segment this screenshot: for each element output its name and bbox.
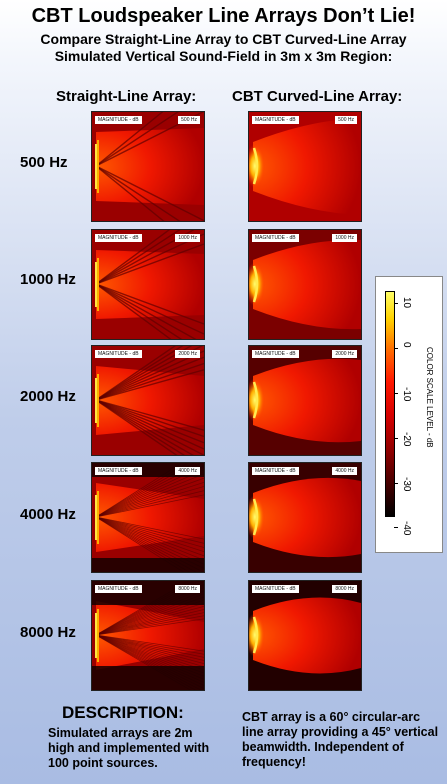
row-label-0: 500 Hz (20, 154, 68, 171)
row-label-4: 8000 Hz (20, 624, 76, 641)
cbt-field-plot-4: MAGNITUDE - dB 8000 Hz (248, 580, 362, 691)
color-scale-title: COLOR SCALE LEVEL - dB (425, 347, 434, 448)
straight-field-plot-3: MAGNITUDE - dB 4000 Hz (91, 462, 205, 573)
plot-magnitude-tag: MAGNITUDE - dB (95, 350, 142, 358)
color-scale-panel: 10 0 -10 -20 -30 -40 COLOR SCALE LEVEL - dB (375, 276, 443, 553)
plot-magnitude-tag: MAGNITUDE - dB (95, 467, 142, 475)
plot-magnitude-tag: MAGNITUDE - dB (252, 234, 299, 242)
row-label-3: 4000 Hz (20, 506, 76, 523)
plot-frequency-tag: 500 Hz (335, 116, 357, 124)
plot-magnitude-tag: MAGNITUDE - dB (252, 467, 299, 475)
page-title: CBT Loudspeaker Line Arrays Don’t Lie! (31, 5, 416, 27)
plot-frequency-tag: 2000 Hz (332, 350, 357, 358)
color-scale-tick-label: 0 (401, 342, 412, 348)
color-scale-tick-label: -40 (401, 521, 412, 536)
plot-magnitude-tag: MAGNITUDE - dB (95, 234, 142, 242)
row-label-1: 1000 Hz (20, 271, 76, 288)
color-scale-tick-label: -10 (401, 387, 412, 402)
description-right-text: CBT array is a 60° circular-arc line arr… (242, 710, 439, 769)
straight-field-plot-1: MAGNITUDE - dB 1000 Hz (91, 229, 205, 340)
plot-magnitude-tag: MAGNITUDE - dB (252, 585, 299, 593)
color-scale-bar (385, 291, 395, 517)
plot-frequency-tag: 4000 Hz (332, 467, 357, 475)
cbt-field-plot-2: MAGNITUDE - dB 2000 Hz (248, 345, 362, 456)
description-heading: DESCRIPTION: (62, 703, 184, 722)
color-scale-tick (394, 348, 398, 350)
subtitle-line-1: Compare Straight-Line Array to CBT Curve… (40, 31, 407, 47)
color-scale-tick-label: -20 (401, 431, 412, 447)
plot-frequency-tag: 1000 Hz (175, 234, 200, 242)
plot-magnitude-tag: MAGNITUDE - dB (95, 585, 142, 593)
straight-field-plot-4: MAGNITUDE - dB 8000 Hz (91, 580, 205, 691)
plot-frequency-tag: 4000 Hz (175, 467, 200, 475)
row-label-2: 2000 Hz (20, 388, 76, 405)
color-scale-tick (394, 303, 398, 305)
cbt-field-plot-1: MAGNITUDE - dB 1000 Hz (248, 229, 362, 340)
column-heading-cbt: CBT Curved-Line Array: (232, 88, 403, 105)
plot-frequency-tag: 8000 Hz (332, 585, 357, 593)
plot-magnitude-tag: MAGNITUDE - dB (252, 116, 299, 124)
color-scale-tick (394, 482, 398, 484)
plot-frequency-tag: 8000 Hz (175, 585, 200, 593)
description-left-text: Simulated arrays are 2m high and impleme… (48, 726, 210, 770)
cbt-field-plot-3: MAGNITUDE - dB 4000 Hz (248, 462, 362, 573)
column-heading-straight: Straight-Line Array: (56, 88, 197, 105)
color-scale-tick (394, 527, 398, 529)
plot-frequency-tag: 2000 Hz (175, 350, 200, 358)
straight-field-plot-2: MAGNITUDE - dB 2000 Hz (91, 345, 205, 456)
plot-frequency-tag: 500 Hz (178, 116, 200, 124)
plot-magnitude-tag: MAGNITUDE - dB (252, 350, 299, 358)
color-scale-tick (394, 437, 398, 439)
cbt-field-plot-0: MAGNITUDE - dB 500 Hz (248, 111, 362, 222)
color-scale-tick-label: 10 (401, 297, 412, 309)
subtitle-line-2: Simulated Vertical Sound-Field in 3m x 3… (54, 48, 393, 64)
plot-frequency-tag: 1000 Hz (332, 234, 357, 242)
color-scale-tick-label: -30 (401, 476, 412, 492)
plot-magnitude-tag: MAGNITUDE - dB (95, 116, 142, 124)
straight-field-plot-0: MAGNITUDE - dB 500 Hz (91, 111, 205, 222)
color-scale-tick (394, 393, 398, 395)
